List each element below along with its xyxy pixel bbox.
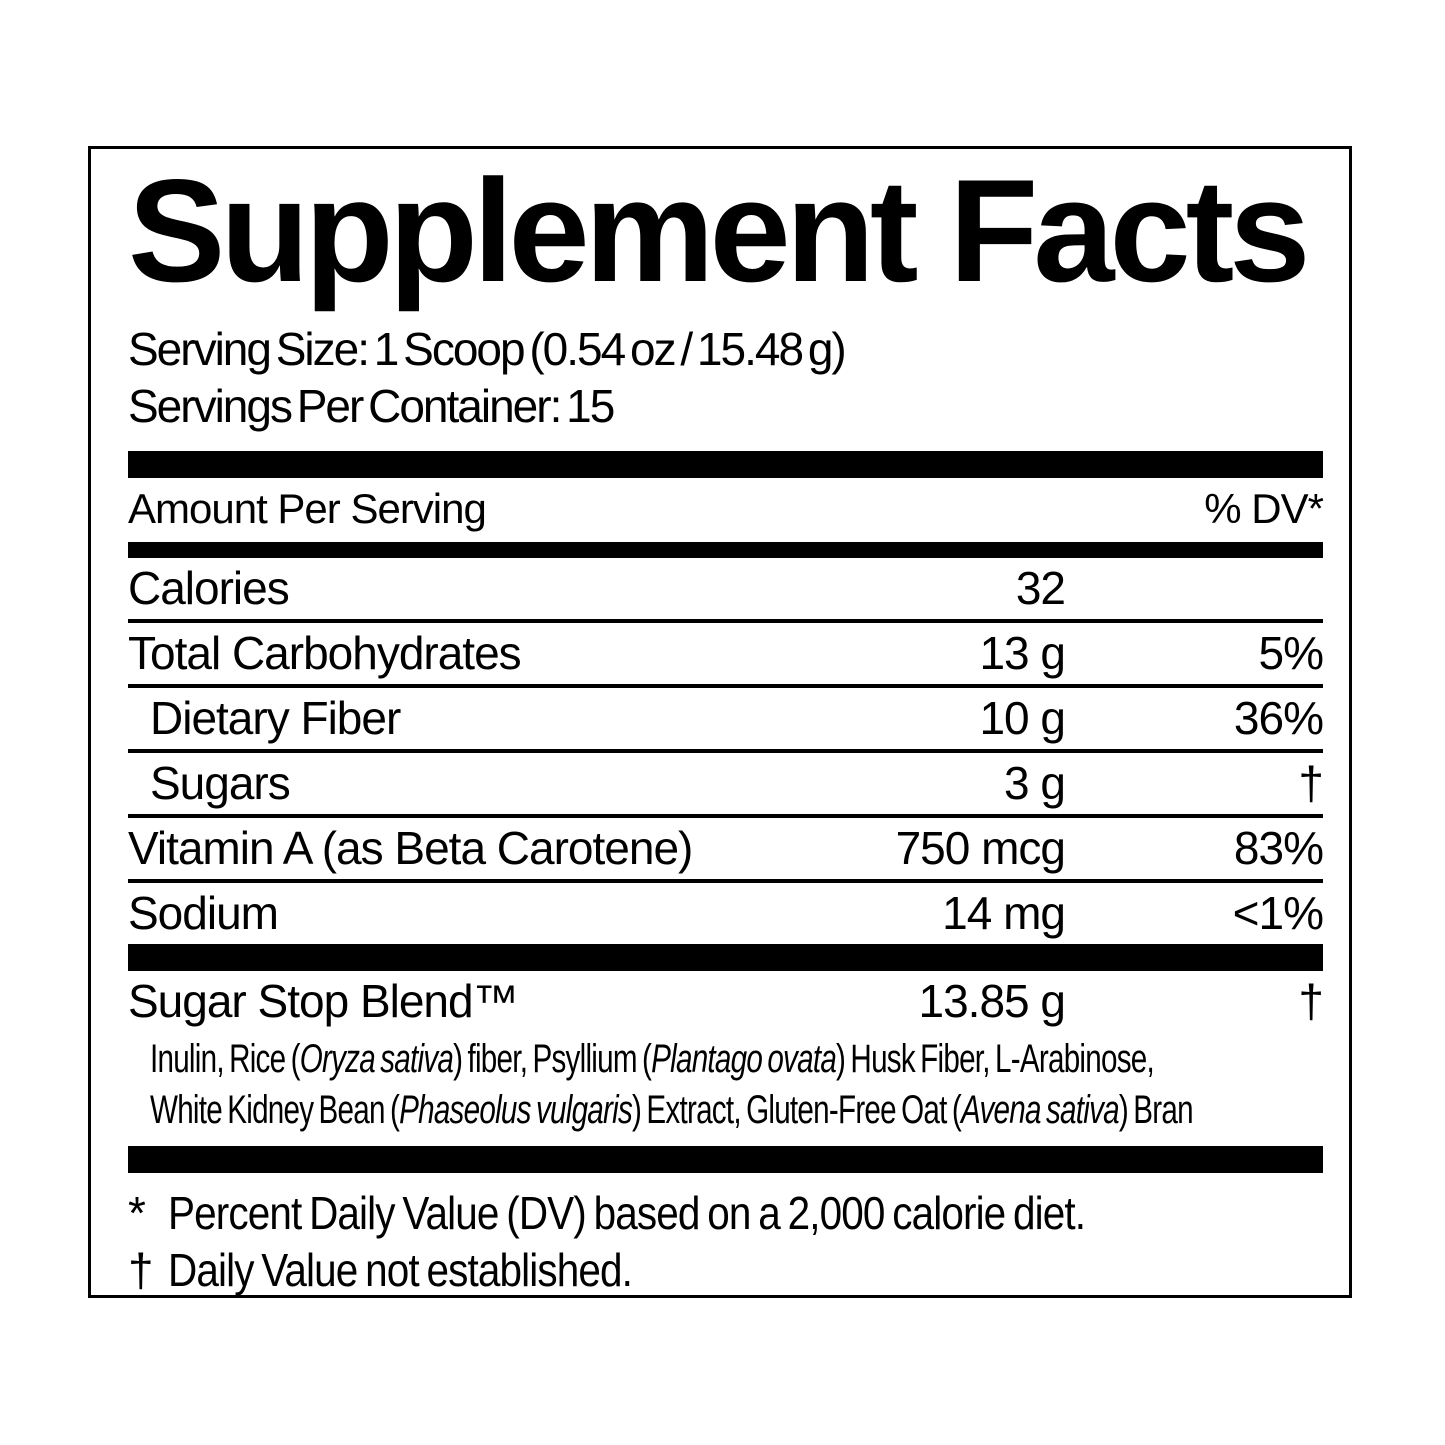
serving-size-line: Serving Size: 1 Scoop (0.54 oz / 15.48 g… [128,323,847,375]
nutrient-name: Calories [128,562,290,614]
footnote-marker-dagger: † [128,1244,154,1296]
row-separator [128,879,1323,883]
label-title: Supplement Facts [128,149,1310,312]
nutrient-name: Total Carbohydrates [128,627,522,679]
table-row-sugars: Sugars 3 g † [128,753,1324,814]
row-separator [128,619,1323,623]
table-header-row: Amount Per Serving % DV* [128,478,1324,542]
nutrient-amount: 13 g [979,627,1066,679]
footnote-dv: * Percent Daily Value (DV) based on a 2,… [128,1185,1323,1242]
nutrient-amount: 32 [1015,562,1066,614]
blend-amount: 13.85 g [918,975,1066,1027]
divider-bar-thick-top [128,451,1323,478]
table-row-sugar-stop-blend: Sugar Stop Blend™ 13.85 g † [128,971,1324,1032]
blend-ingredients: Inulin, Rice (Oryza sativa) fiber, Psyll… [150,1037,1194,1132]
nutrient-dv: 36% [1233,692,1324,744]
amount-per-serving-header: Amount Per Serving [128,485,487,532]
footnote-text: Percent Daily Value (DV) based on a 2,00… [168,1187,1086,1239]
table-row-dietary-fiber: Dietary Fiber 10 g 36% [128,688,1324,749]
table-row-total-carbohydrates: Total Carbohydrates 13 g 5% [128,623,1324,684]
nutrient-name: Sodium [128,887,279,939]
nutrient-amount: 750 mcg [895,822,1066,874]
footnote-marker-asterisk: * [128,1187,146,1239]
nutrient-name: Dietary Fiber [150,692,401,744]
blend-dv: † [1298,975,1324,1027]
nutrient-name: Vitamin A (as Beta Carotene) [128,822,693,874]
table-row-vitamin-a: Vitamin A (as Beta Carotene) 750 mcg 83% [128,818,1324,879]
blend-name: Sugar Stop Blend™ [128,975,519,1027]
nutrient-dv: 83% [1233,822,1324,874]
row-separator [128,749,1323,753]
footnote-dagger: † Daily Value not established. [128,1242,1323,1296]
nutrient-amount: 3 g [1004,757,1066,809]
servings-per-container-line: Servings Per Container: 15 [128,380,615,432]
divider-bar-thick-bottom [128,1146,1323,1173]
footnote-text: Daily Value not established. [168,1244,633,1296]
row-separator [128,684,1323,688]
table-row-sodium: Sodium 14 mg <1% [128,883,1324,944]
nutrient-amount: 14 mg [942,887,1066,939]
footnotes: * Percent Daily Value (DV) based on a 2,… [128,1185,1323,1296]
serving-info: Serving Size: 1 Scoop (0.54 oz / 15.48 g… [128,321,1323,435]
row-separator [128,814,1323,818]
table-row-calories: Calories 32 [128,558,1323,619]
nutrient-dv: 5% [1258,627,1324,679]
nutrient-dv: <1% [1232,887,1324,939]
divider-bar-medium [128,542,1323,558]
nutrient-name: Sugars [150,757,291,809]
supplement-facts-label: Supplement Facts Serving Size: 1 Scoop (… [88,146,1352,1298]
nutrient-amount: 10 g [979,692,1066,744]
nutrient-dv: † [1298,757,1324,809]
divider-bar-thick-blend [128,944,1323,971]
percent-dv-header: % DV* [1204,485,1324,532]
